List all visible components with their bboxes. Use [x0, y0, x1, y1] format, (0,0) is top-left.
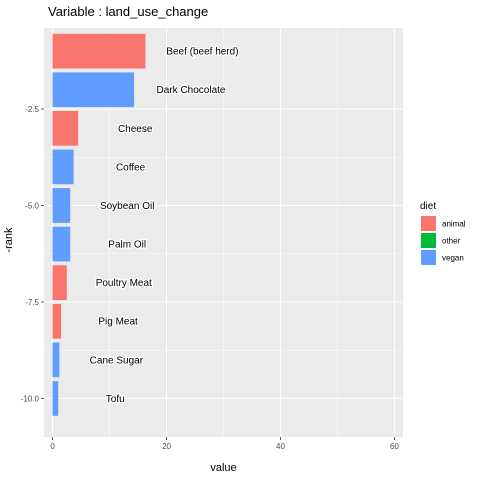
bar: [52, 110, 79, 146]
legend-swatch: [421, 216, 436, 231]
legend-label: other: [442, 237, 461, 246]
chart-title: Variable : land_use_change: [48, 4, 208, 19]
x-tick-label: 60: [390, 442, 399, 451]
bar: [52, 265, 67, 301]
bar-label: Coffee: [116, 162, 146, 173]
legend-swatch: [421, 233, 436, 248]
bar: [52, 226, 71, 262]
bar-label: Pig Meat: [98, 317, 138, 328]
bar-label: Cane Sugar: [90, 355, 144, 366]
bar-label: Beef (beef herd): [166, 47, 238, 58]
x-axis-ticks: 0 20 40 60: [50, 437, 399, 451]
bar-label: Dark Chocolate: [157, 85, 226, 96]
bar: [52, 188, 71, 223]
bar: [52, 72, 135, 108]
x-axis-label: value: [210, 462, 236, 474]
bar-label: Soybean Oil: [100, 201, 154, 212]
legend-label: vegan: [442, 254, 464, 263]
bar-label: Palm Oil: [108, 240, 146, 251]
bar: [52, 381, 59, 416]
legend-swatch: [421, 250, 436, 265]
bar: [52, 149, 74, 185]
legend-label: animal: [442, 220, 466, 229]
bar-labels: Beef (beef herd) Dark Chocolate Cheese Coff…: [88, 45, 239, 406]
y-tick-label: -10.0: [21, 394, 40, 403]
bars: [52, 33, 146, 416]
y-axis-ticks: -2.5 -5.0 -7.5 -10.0: [21, 105, 44, 403]
x-tick-label: 20: [162, 442, 171, 451]
bar-label: Cheese: [118, 124, 153, 135]
y-tick-label: -2.5: [25, 105, 39, 114]
bar: [52, 303, 62, 339]
y-tick-label: -5.0: [25, 201, 39, 210]
bar-label: Poultry Meat: [96, 278, 152, 289]
y-axis-label: -rank: [3, 227, 15, 253]
bar: [52, 33, 146, 69]
legend: diet animal other vegan: [420, 201, 466, 265]
bar-label: Tofu: [106, 394, 125, 405]
y-tick-label: -7.5: [25, 298, 39, 307]
x-tick-label: 40: [276, 442, 285, 451]
legend-title: diet: [420, 201, 436, 212]
bar: [52, 342, 60, 378]
x-tick-label: 0: [50, 442, 55, 451]
